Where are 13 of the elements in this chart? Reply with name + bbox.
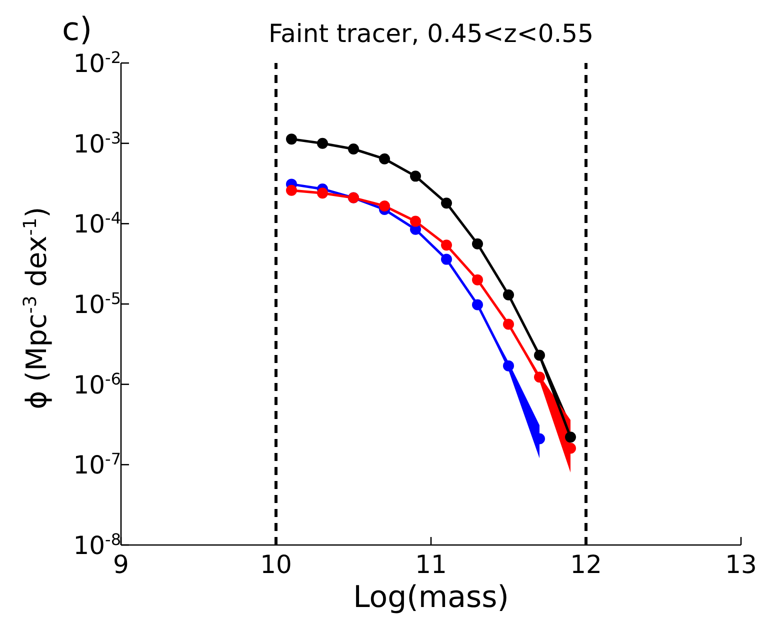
x-tick-label: 10	[260, 550, 292, 579]
x-tick-label: 12	[570, 550, 602, 579]
x-tick-label: 11	[415, 550, 447, 579]
x-axis-title: Log(mass)	[353, 580, 509, 615]
y-tick-label: 10$^{-6}$	[73, 368, 121, 400]
y-tick-label: 10$^{-4}$	[73, 208, 121, 239]
y-tick-label: 10$^{-7}$	[73, 449, 121, 480]
chart-title: Faint tracer, 0.45<z<0.55	[268, 19, 594, 48]
y-tick-label: 10$^{-2}$	[73, 48, 121, 78]
x-tick-label: 13	[725, 550, 757, 579]
text: c)	[62, 10, 92, 48]
y-tick-label: 10$^{-5}$	[73, 288, 121, 319]
y-tick-label: 10$^{-3}$	[73, 128, 121, 158]
